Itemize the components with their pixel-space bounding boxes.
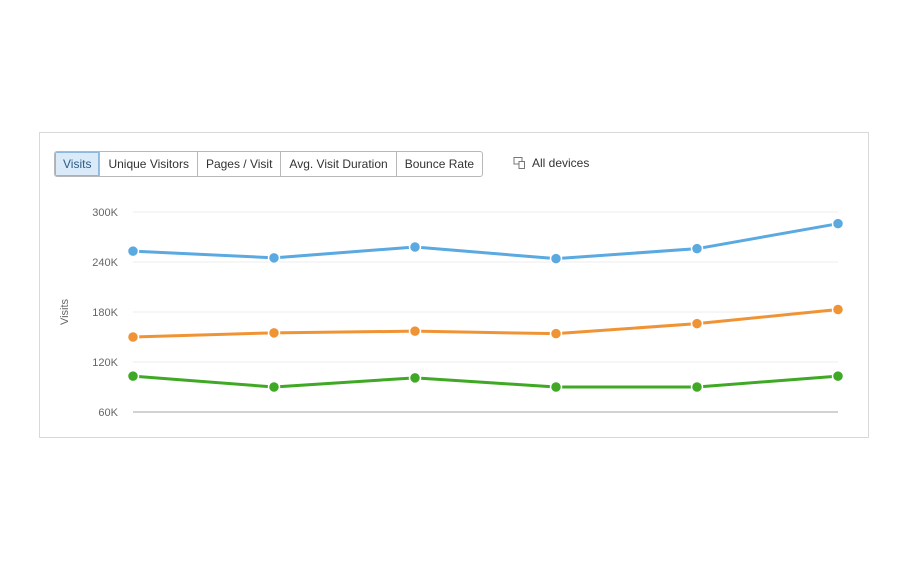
- chart-card: [39, 132, 869, 438]
- tab-bounce-rate[interactable]: Bounce Rate: [395, 152, 482, 176]
- metric-tabs: Visits Unique Visitors Pages / Visit Avg…: [54, 151, 484, 177]
- tab-visits[interactable]: Visits: [55, 152, 100, 176]
- tab-avg-visit-duration[interactable]: Avg. Visit Duration: [280, 152, 395, 176]
- tab-pages-per-visit[interactable]: Pages / Visit: [196, 152, 280, 176]
- tab-unique-visitors[interactable]: Unique Visitors: [99, 152, 196, 176]
- device-selector-label: All devices: [532, 156, 590, 170]
- device-selector[interactable]: All devices: [513, 156, 589, 170]
- devices-icon: [513, 157, 525, 169]
